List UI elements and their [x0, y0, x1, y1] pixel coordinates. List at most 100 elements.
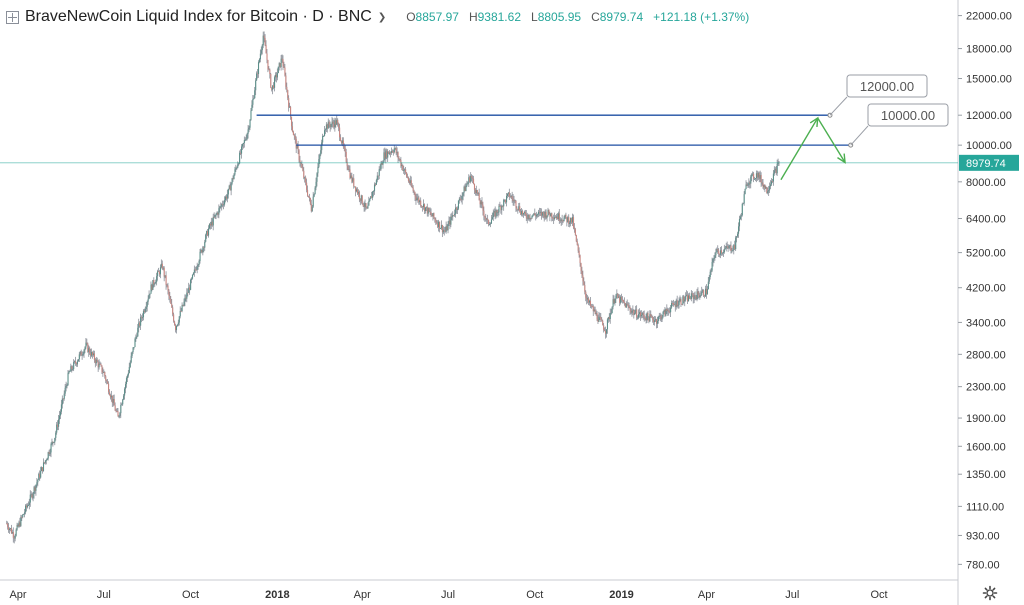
- candle-body: [51, 441, 53, 444]
- candle-body: [486, 218, 488, 220]
- candle-body: [177, 322, 179, 325]
- candle-body: [437, 223, 439, 227]
- candle-body: [619, 296, 621, 303]
- candle-body: [694, 295, 696, 297]
- candle-body: [379, 168, 381, 170]
- candle-body: [65, 386, 67, 388]
- candle-body: [406, 172, 408, 177]
- candle-body: [463, 186, 465, 193]
- candle-body: [287, 90, 289, 99]
- settings-gear-icon[interactable]: [982, 585, 998, 601]
- candle-body: [393, 148, 395, 153]
- candle-body: [600, 317, 602, 320]
- candle-body: [232, 178, 234, 180]
- candle-body: [445, 226, 447, 232]
- candle-body: [638, 312, 641, 315]
- y-tick-label-14: 1350.00: [966, 469, 1006, 481]
- candle-body: [352, 178, 354, 182]
- candle-body: [421, 205, 423, 207]
- candle-body: [180, 310, 182, 312]
- candle-body: [246, 133, 248, 139]
- candle-body: [230, 183, 232, 191]
- candle-body: [354, 186, 356, 188]
- candle-body: [623, 302, 625, 304]
- candle-body: [195, 269, 197, 271]
- candle-body: [172, 307, 174, 315]
- candle-body: [265, 45, 267, 54]
- candle-body: [659, 315, 661, 317]
- candle-body: [388, 151, 390, 154]
- candle-body: [206, 231, 208, 235]
- candle-body: [307, 189, 309, 196]
- level-callout-box-1: [867, 103, 949, 127]
- candle-body: [169, 296, 171, 299]
- candle-body: [719, 253, 721, 255]
- candle-body: [227, 188, 229, 195]
- candle-body: [367, 205, 369, 209]
- candle-body: [641, 312, 643, 315]
- candle-body: [656, 320, 658, 324]
- candle-body: [187, 292, 189, 294]
- candle-body: [282, 59, 284, 67]
- candle-body: [55, 432, 57, 438]
- candle-body: [542, 211, 544, 214]
- candle-body: [197, 264, 199, 267]
- candle-body: [56, 424, 58, 433]
- candle-body: [764, 184, 766, 189]
- candle-body: [382, 162, 384, 165]
- candle-body: [716, 249, 718, 253]
- candle-body: [509, 196, 511, 198]
- candle-body: [241, 144, 244, 147]
- candle-body: [555, 217, 557, 219]
- candle-body: [64, 387, 66, 394]
- candle-body: [356, 189, 359, 194]
- candle-body: [258, 59, 261, 63]
- symbol-title[interactable]: BraveNewCoin Liquid Index for Bitcoin · …: [25, 8, 372, 25]
- candle-body: [481, 201, 483, 205]
- candle-body: [620, 296, 622, 303]
- y-tick-label-6: 6400.00: [966, 213, 1006, 225]
- candle-body: [498, 205, 500, 213]
- candle-body: [310, 203, 312, 212]
- candle-body: [755, 173, 758, 179]
- expand-icon[interactable]: [6, 10, 19, 24]
- candle-body: [617, 293, 619, 298]
- candle-body: [674, 304, 676, 307]
- candle-body: [523, 211, 526, 214]
- candle-body: [58, 415, 61, 420]
- candle-body: [728, 246, 730, 249]
- candle-body: [472, 177, 474, 179]
- candle-body: [753, 173, 755, 179]
- candle-body: [237, 164, 239, 168]
- candle-body: [646, 312, 648, 321]
- candle-body: [57, 424, 59, 427]
- candle-body: [657, 316, 659, 321]
- candle-body: [661, 316, 663, 320]
- candle-body: [556, 216, 559, 220]
- chevron-down-icon[interactable]: ❯: [377, 11, 387, 23]
- candle-body: [727, 247, 729, 249]
- candle-body: [444, 230, 446, 232]
- y-tick-label-11: 2300.00: [966, 382, 1006, 394]
- candle-body: [503, 199, 505, 207]
- candle-body: [131, 351, 133, 356]
- candle-body: [746, 184, 748, 186]
- candle-body: [729, 245, 731, 247]
- candle-body: [14, 535, 16, 539]
- candle-body: [675, 300, 677, 307]
- candle-body: [703, 290, 705, 296]
- candle-body: [257, 62, 260, 74]
- candle-body: [371, 196, 373, 198]
- candle-body: [720, 250, 722, 255]
- candle-body: [711, 261, 713, 271]
- candle-body: [344, 148, 346, 153]
- candle-body: [773, 170, 775, 174]
- candle-body: [20, 517, 22, 526]
- candle-body: [150, 284, 152, 294]
- candle-body: [679, 299, 681, 301]
- candle-body: [713, 257, 715, 259]
- candle-body: [714, 255, 716, 258]
- candle-body: [760, 175, 762, 183]
- candle-body: [31, 494, 33, 498]
